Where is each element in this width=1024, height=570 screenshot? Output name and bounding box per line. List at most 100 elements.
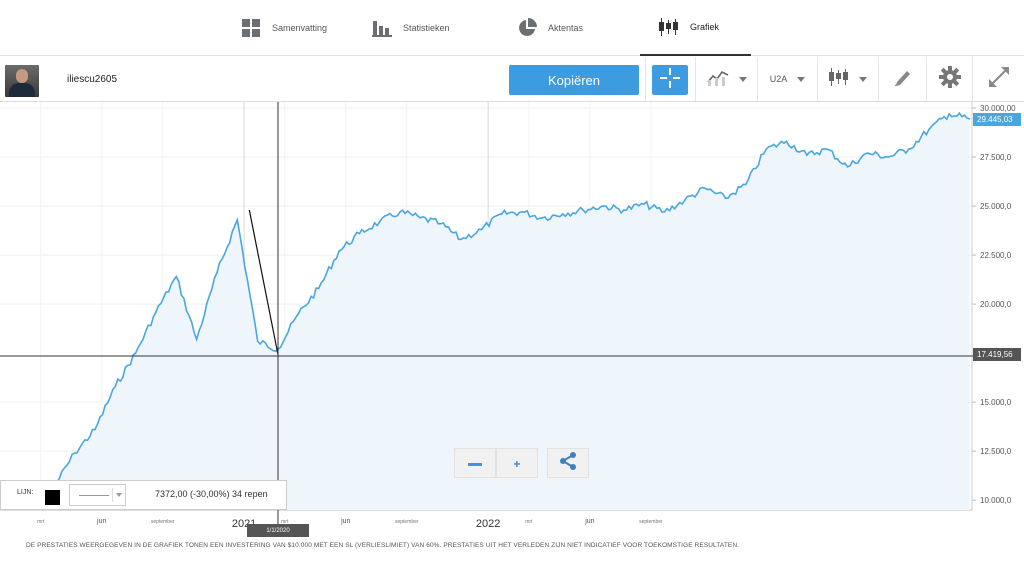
data-point [561, 213, 564, 215]
minus-icon [468, 454, 482, 472]
chevron-down-icon [797, 76, 806, 82]
tab-grafiek[interactable]: Grafiek [640, 0, 751, 56]
data-point [175, 275, 178, 278]
last-value-flag: 29.445,03 [973, 113, 1021, 126]
data-point [358, 232, 361, 235]
data-point [765, 148, 767, 150]
tab-aktentas[interactable]: Aktentas [516, 0, 583, 56]
data-point [439, 222, 442, 225]
chart-toolbar: iliescu2605 Kopiëren U2A [0, 57, 1024, 102]
data-point [724, 197, 727, 200]
crosshair-icon [660, 67, 680, 93]
data-point [785, 140, 788, 143]
line-drawing-panel: LIJN: 7372,00 (-30,00%) 34 repen [0, 480, 287, 510]
crosshair-tool-cell [645, 57, 695, 101]
data-point [582, 209, 584, 211]
tab-label: Grafiek [690, 22, 720, 32]
data-point [297, 313, 300, 315]
line-color-swatch[interactable] [45, 490, 60, 505]
fullscreen-button[interactable] [972, 57, 1024, 101]
x-tick-label: september [395, 519, 419, 525]
x-tick-label: mrt [37, 519, 45, 525]
chart-canvas[interactable]: 30.000,00 27.500,0 25.000,0 22.500,0 20.000,… [0, 102, 1024, 540]
data-point [867, 152, 869, 154]
data-point [663, 211, 666, 213]
data-point [317, 287, 320, 290]
data-point [521, 211, 523, 213]
data-point [114, 385, 117, 388]
y-tick-label: 10.000,0 [980, 496, 1012, 505]
period-dropdown[interactable]: U2A [757, 57, 817, 101]
crosshair-button[interactable] [652, 65, 688, 95]
x-tick-label: september [639, 519, 663, 525]
data-point [826, 148, 828, 150]
equity-chart[interactable]: 30.000,00 27.500,0 25.000,0 22.500,0 20.000,… [0, 102, 1024, 540]
data-point [745, 183, 747, 186]
data-point [500, 213, 503, 215]
tab-label: Aktentas [548, 23, 584, 33]
data-point [399, 211, 401, 213]
x-tick-label: mrt [281, 519, 289, 525]
x-tick-label: mrt [525, 519, 533, 525]
zoom-out-button[interactable] [454, 448, 496, 478]
avatar[interactable] [5, 65, 39, 97]
data-point [846, 166, 849, 168]
draw-tool-button[interactable] [878, 57, 926, 101]
pencil-icon [893, 67, 913, 92]
period-label: U2A [769, 74, 788, 84]
y-tick-label: 25.000,0 [980, 202, 1012, 211]
tab-samenvatting[interactable]: Samenvatting [240, 0, 327, 56]
trader-username[interactable]: iliescu2605 [67, 74, 118, 85]
avatar-head [16, 69, 28, 83]
tab-label: Statistieken [403, 23, 450, 33]
summary-grid-icon [240, 17, 262, 39]
data-point [541, 217, 544, 219]
line-label: LIJN: [17, 489, 34, 496]
chevron-down-icon [859, 76, 867, 82]
chart-type-dropdown[interactable] [695, 57, 757, 101]
line-chart-icon [706, 68, 729, 91]
equity-line[interactable] [53, 111, 970, 487]
data-point [684, 199, 686, 201]
divider [112, 488, 113, 502]
crosshair-value-flag: 17.419,56 [973, 348, 1021, 361]
y-tick-label: 30.000,00 [980, 104, 1016, 113]
data-point [419, 217, 422, 219]
data-point [216, 271, 218, 274]
performance-disclaimer: DE PRESTATIES WEERGEGEVEN IN DE GRAFIEK … [26, 542, 740, 549]
data-point [806, 154, 808, 156]
x-tick-label: september [151, 519, 175, 525]
data-point [622, 209, 625, 211]
candlestick-icon [829, 67, 849, 91]
chevron-down-icon [738, 76, 747, 82]
pie-chart-icon [516, 17, 538, 39]
y-tick-label: 27.500,0 [980, 153, 1012, 162]
chevron-down-icon [116, 493, 122, 497]
y-tick-label: 22.500,0 [980, 251, 1012, 260]
bar-chart-icon [371, 17, 393, 39]
data-point [928, 128, 930, 131]
plus-icon [514, 454, 520, 472]
zoom-in-button[interactable] [496, 448, 538, 478]
trend-line-annotation[interactable] [248, 209, 279, 355]
data-point [480, 228, 483, 231]
share-icon [559, 451, 577, 475]
share-button[interactable] [547, 448, 589, 478]
data-point [94, 428, 96, 431]
copy-button[interactable]: Kopiëren [509, 65, 639, 95]
settings-button[interactable] [926, 57, 972, 101]
tab-statistieken[interactable]: Statistieken [371, 0, 450, 56]
data-point [134, 352, 137, 354]
data-point [378, 220, 381, 223]
line-style-preview [79, 495, 109, 496]
data-point [643, 203, 645, 205]
indicator-dropdown[interactable] [817, 57, 878, 101]
crosshair-date-flag: 1/1/2020 [247, 524, 309, 537]
top-tab-bar: Samenvatting Statistieken Aktentas Grafi… [0, 0, 1024, 56]
line-style-select[interactable] [69, 484, 126, 506]
x-tick-label: jun [340, 518, 350, 525]
x-tick-label: jun [96, 518, 106, 525]
data-point [907, 148, 910, 150]
tab-label: Samenvatting [272, 23, 328, 33]
